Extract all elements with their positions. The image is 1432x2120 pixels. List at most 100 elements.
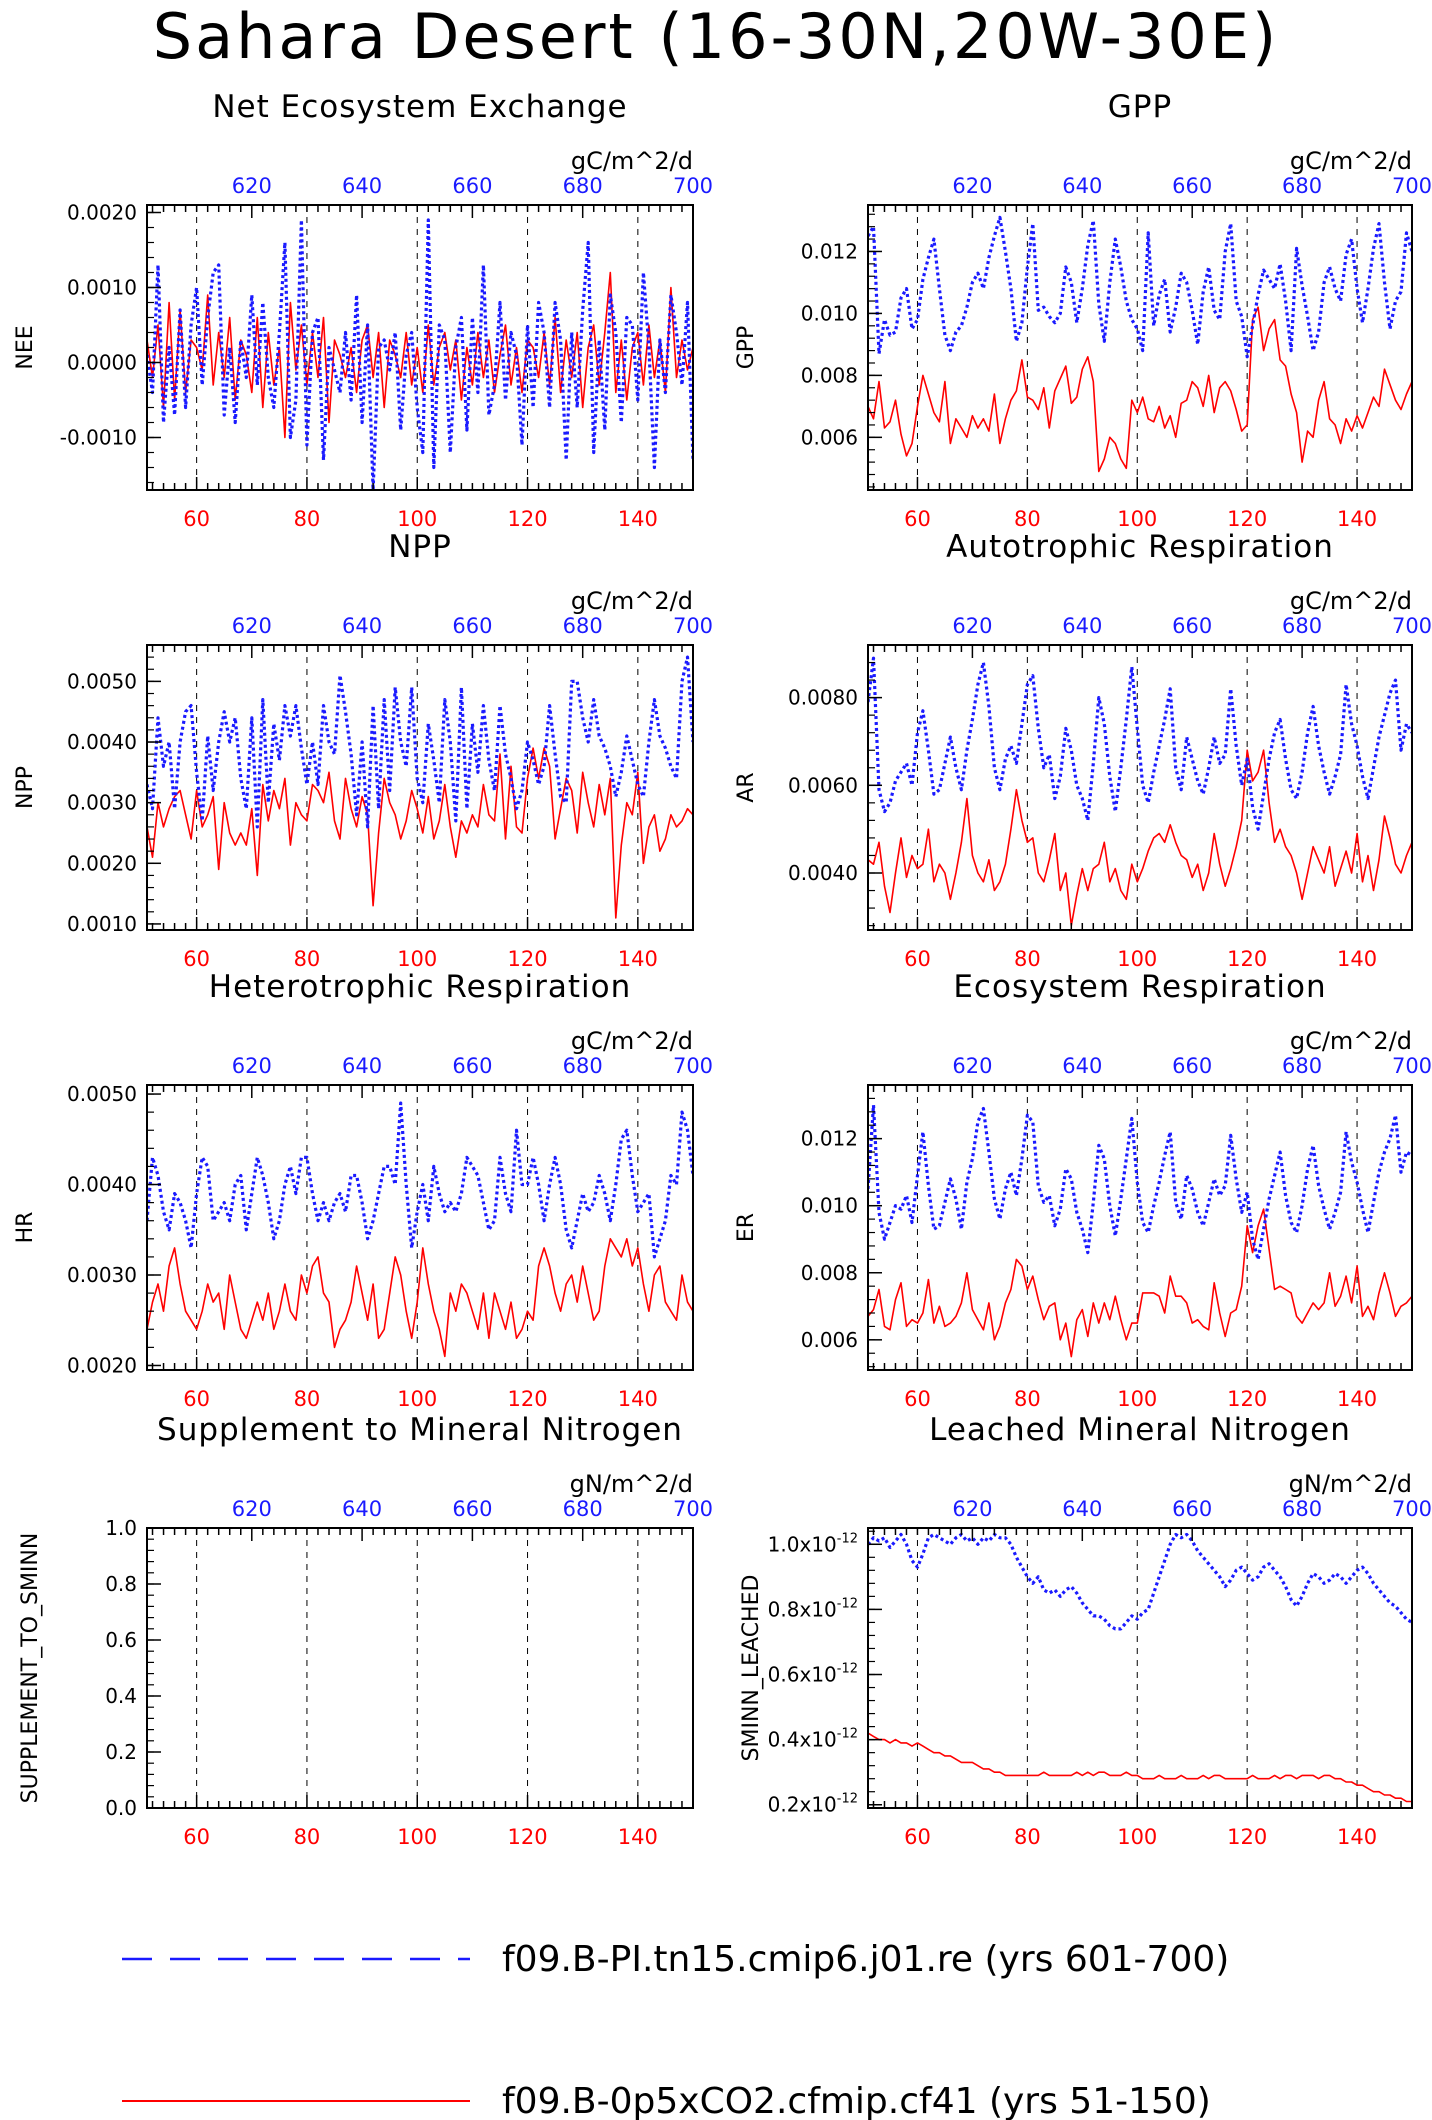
y-tick-label: 0.010 (801, 301, 858, 325)
y-axis-label: NPP (13, 766, 38, 809)
x-tick-label: 140 (618, 947, 658, 971)
x-tick-label: 120 (1227, 1387, 1267, 1411)
y-tick-label: 0.0050 (67, 1082, 137, 1106)
top-tick-label: 660 (1172, 174, 1212, 198)
y-tick-label: 0.0020 (67, 1353, 137, 1377)
chart-panel-1: Net Ecosystem Exchange gC/m^2/d 60 80 100 120… (13, 89, 713, 531)
y-axis-label: AR (734, 772, 759, 802)
series-line-red (147, 271, 693, 439)
top-tick-label: 660 (1172, 614, 1212, 638)
y-tick-label: 0.6 (105, 1628, 137, 1652)
y-tick-label: 0.0050 (67, 669, 137, 693)
series-line-red (868, 1208, 1412, 1358)
y-tick-mantissa: 1.0x10 (768, 1532, 837, 1556)
top-tick-label: 620 (232, 174, 272, 198)
y-tick-label: 0.0010 (67, 276, 137, 300)
x-tick-label: 100 (1117, 507, 1157, 531)
y-tick-label: 0.006 (801, 1328, 858, 1352)
top-tick-label: 700 (1392, 614, 1432, 638)
plot-frame (146, 1084, 694, 1371)
y-tick-label: 1.0x10-12 (768, 1531, 858, 1556)
top-tick-label: 660 (452, 174, 492, 198)
series-line-blue (147, 218, 693, 490)
top-tick-label: 660 (1172, 1054, 1212, 1078)
y-tick-label: 0.8x10-12 (768, 1596, 858, 1621)
x-tick-label: 60 (904, 1825, 931, 1849)
y-axis-label: HR (13, 1212, 38, 1244)
plot-frame (146, 1527, 694, 1809)
chart-panel-5: Heterotrophic Respiration gC/m^2/d 60 80 100… (13, 969, 713, 1411)
x-tick-label: 60 (183, 1825, 210, 1849)
top-tick-label: 660 (452, 614, 492, 638)
y-tick-label: 0.6x10-12 (768, 1662, 858, 1687)
legend-label: f09.B-PI.tn15.cmip6.j01.re (yrs 601-700) (502, 1939, 1229, 1980)
x-tick-label: 140 (1337, 1825, 1377, 1849)
y-tick-label: 0.010 (801, 1194, 858, 1218)
x-tick-label: 60 (183, 1387, 210, 1411)
y-axis-label: SMINN_LEACHED (739, 1575, 764, 1762)
top-tick-label: 640 (1062, 1497, 1102, 1521)
x-tick-label: 120 (507, 1825, 547, 1849)
figure-title: Sahara Desert (16-30N,20W-30E) (152, 0, 1280, 73)
y-axis-label: SUPPLEMENT_TO_SMINN (18, 1533, 43, 1804)
series-line-blue (868, 656, 1412, 831)
units-label: gN/m^2/d (1289, 1470, 1412, 1498)
x-tick-label: 80 (1014, 1825, 1041, 1849)
x-tick-label: 100 (1117, 1825, 1157, 1849)
plot-frame (867, 204, 1413, 491)
x-tick-label: 60 (183, 947, 210, 971)
chart-panel-8: Leached Mineral Nitrogen gN/m^2/d 60 80 100 1… (739, 1412, 1432, 1849)
units-label: gC/m^2/d (571, 587, 693, 615)
y-tick-exponent: -12 (837, 1662, 858, 1677)
top-tick-label: 620 (232, 614, 272, 638)
y-tick-label: 0.4x10-12 (768, 1727, 858, 1752)
x-tick-label: 120 (1227, 1825, 1267, 1849)
plot-frame (867, 1084, 1413, 1371)
top-tick-label: 700 (1392, 1497, 1432, 1521)
top-tick-label: 680 (563, 1497, 603, 1521)
top-tick-label: 620 (232, 1054, 272, 1078)
x-tick-label: 100 (397, 947, 437, 971)
panel-title: Leached Mineral Nitrogen (929, 1412, 1351, 1448)
y-tick-label: 0.0 (105, 1796, 137, 1820)
top-tick-label: 680 (563, 174, 603, 198)
top-tick-label: 640 (342, 1054, 382, 1078)
y-tick-exponent: -12 (837, 1596, 858, 1611)
top-tick-label: 620 (232, 1497, 272, 1521)
top-tick-label: 680 (563, 614, 603, 638)
top-tick-label: 680 (563, 1054, 603, 1078)
plot-frame (146, 204, 694, 491)
x-tick-label: 80 (1014, 947, 1041, 971)
x-tick-label: 100 (1117, 1387, 1157, 1411)
x-tick-label: 120 (1227, 507, 1267, 531)
units-label: gC/m^2/d (571, 1027, 693, 1055)
top-tick-label: 620 (952, 1054, 992, 1078)
top-tick-label: 640 (1062, 174, 1102, 198)
chart-panel-4: Autotrophic Respiration gC/m^2/d 60 80 100 12… (734, 529, 1432, 971)
series-line-blue (868, 1532, 1412, 1631)
chart-panel-3: NPP gC/m^2/d 60 80 100 120 140 620 640 660 680 700 0… (13, 529, 713, 971)
y-tick-label: 0.0060 (788, 773, 858, 797)
y-tick-label: 0.4 (105, 1684, 137, 1708)
y-tick-label: 0.0010 (67, 912, 137, 936)
legend-label: f09.B-0p5xCO2.cfmip.cf41 (yrs 51-150) (502, 2081, 1211, 2120)
chart-panel-6: Ecosystem Respiration gC/m^2/d 60 80 100 120 1… (734, 969, 1432, 1411)
chart-panel-7: Supplement to Mineral Nitrogen gN/m^2/d 60… (18, 1412, 713, 1849)
y-tick-label: 0.0020 (67, 851, 137, 875)
y-tick-label: 0.2x10-12 (768, 1792, 858, 1817)
x-tick-label: 80 (294, 1387, 321, 1411)
y-tick-exponent: -12 (837, 1727, 858, 1742)
top-tick-label: 620 (952, 614, 992, 638)
units-label: gC/m^2/d (571, 147, 693, 175)
top-tick-label: 680 (1282, 614, 1322, 638)
top-tick-label: 680 (1282, 174, 1322, 198)
x-tick-label: 120 (507, 507, 547, 531)
x-tick-label: 140 (1337, 947, 1377, 971)
series-line-blue (868, 215, 1412, 359)
y-tick-label: -0.0010 (60, 426, 137, 450)
panel-title: NPP (388, 529, 452, 565)
y-tick-mantissa: 0.2x10 (768, 1793, 837, 1817)
series-line-red (868, 1732, 1412, 1803)
top-tick-label: 700 (1392, 1054, 1432, 1078)
panel-title: GPP (1108, 89, 1172, 125)
